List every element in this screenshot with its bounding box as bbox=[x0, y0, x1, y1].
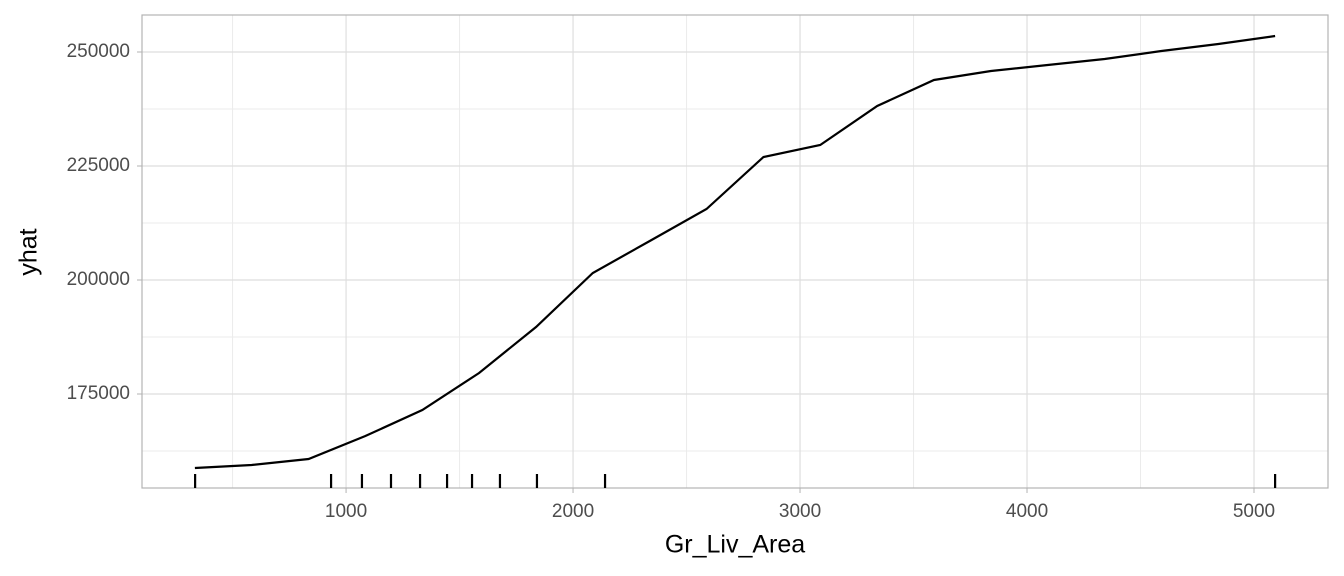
y-tick-label: 250000 bbox=[67, 41, 130, 62]
y-tick-label: 200000 bbox=[67, 269, 130, 290]
x-tick-label: 2000 bbox=[552, 501, 594, 522]
line bbox=[194, 34, 1276, 470]
x-tick-label: 4000 bbox=[1006, 501, 1048, 522]
y-axis-title: yhat bbox=[15, 228, 43, 275]
x-tick-label: 1000 bbox=[325, 501, 367, 522]
y-tick-label: 175000 bbox=[67, 383, 130, 404]
y-tick-label: 225000 bbox=[67, 155, 130, 176]
x-axis-title: Gr_Liv_Area bbox=[665, 531, 805, 559]
x-tick-label: 5000 bbox=[1233, 501, 1275, 522]
panel-border bbox=[141, 14, 1329, 489]
x-tick-label: 3000 bbox=[779, 501, 821, 522]
